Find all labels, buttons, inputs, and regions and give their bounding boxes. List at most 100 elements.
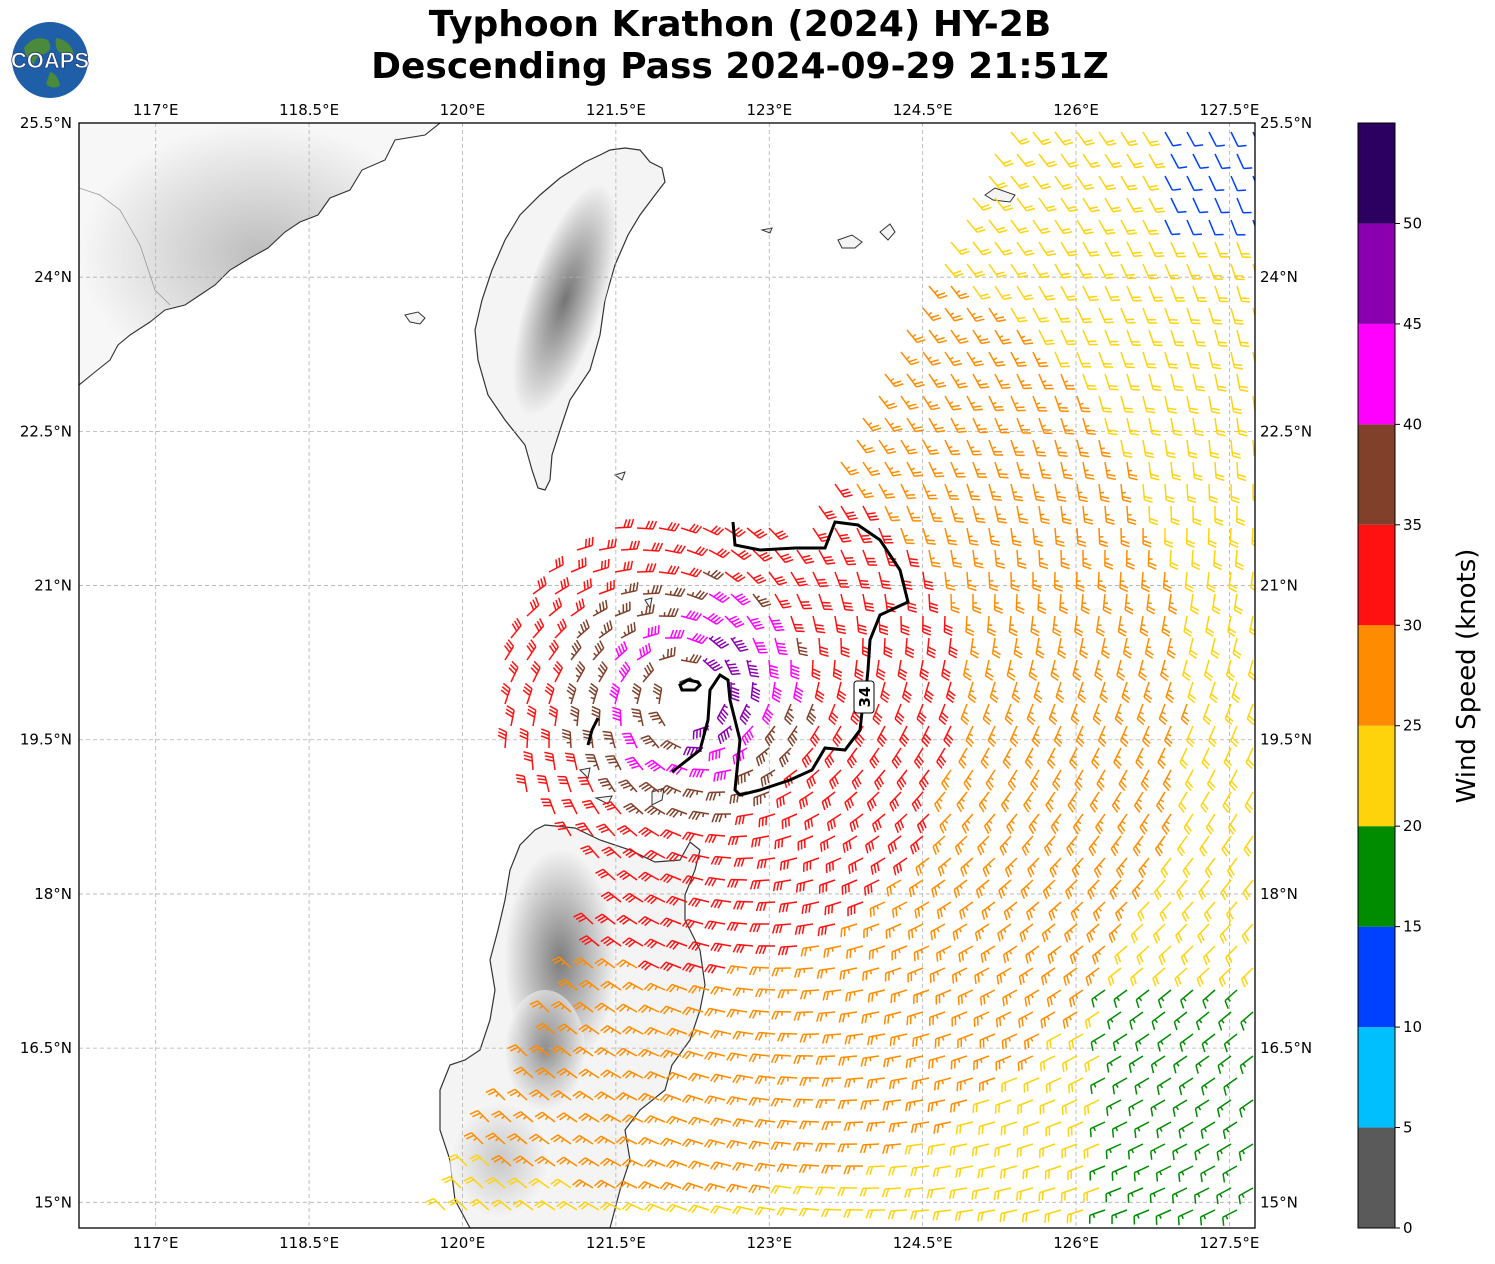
wind-barb <box>506 1133 528 1145</box>
wind-barb <box>803 857 820 872</box>
wind-barb <box>1230 131 1247 148</box>
wind-barb <box>1037 593 1047 615</box>
wind-barb <box>658 565 680 575</box>
wind-barb <box>905 1055 924 1069</box>
wind-barb <box>1105 1187 1122 1203</box>
wind-barb <box>554 618 567 639</box>
wind-barb <box>529 1000 550 1013</box>
wind-barb <box>506 1177 528 1189</box>
wind-barb <box>944 307 963 322</box>
wind-barb <box>550 1178 572 1189</box>
wind-barb <box>1120 439 1133 458</box>
wind-barb <box>1020 879 1034 899</box>
wind-barb <box>665 1027 688 1037</box>
wind-barb <box>867 989 886 1003</box>
wind-barb <box>888 1165 908 1176</box>
wind-barb <box>944 395 962 411</box>
wind-barb <box>1228 571 1238 593</box>
wind-barb <box>1156 1077 1172 1095</box>
wind-barb <box>708 591 730 604</box>
wind-barb <box>1229 527 1239 549</box>
wind-barb <box>1182 857 1194 879</box>
wind-barb <box>790 571 808 587</box>
wind-barb <box>1224 703 1234 726</box>
colorbar-tick-label: 10 <box>1403 1018 1422 1036</box>
wind-barb <box>643 1070 666 1080</box>
wind-barb <box>1129 967 1144 987</box>
wind-barb <box>687 1116 710 1126</box>
wind-barb <box>1076 131 1095 146</box>
wind-barb <box>839 967 858 980</box>
wind-barb <box>614 601 631 617</box>
wind-barb <box>1109 879 1122 900</box>
wind-barb <box>900 439 918 455</box>
wind-barb <box>578 1024 600 1035</box>
wind-barb <box>937 857 952 877</box>
wind-barb <box>1024 989 1040 1007</box>
wind-barb <box>1122 637 1132 659</box>
wind-barb <box>928 461 945 478</box>
wind-barb <box>564 752 578 771</box>
wind-barb <box>1087 879 1100 900</box>
wind-barb <box>950 373 968 389</box>
wind-barb <box>1142 219 1159 236</box>
wind-barb <box>637 1180 660 1190</box>
wind-barb <box>1142 439 1155 459</box>
wind-barb <box>1057 637 1067 659</box>
contour-34kt-line <box>671 520 910 797</box>
wind-barb <box>681 1006 704 1016</box>
wind-barb <box>1091 989 1106 1008</box>
wind-barb <box>621 1114 644 1123</box>
wind-barb <box>1070 703 1080 726</box>
wind-barb <box>1074 769 1084 791</box>
wind-barb <box>1136 703 1146 726</box>
wind-barb <box>503 639 515 661</box>
wind-barb <box>943 725 954 748</box>
wind-barb <box>1148 153 1166 169</box>
wind-barb <box>951 967 968 984</box>
wind-barb <box>972 505 986 524</box>
wind-barb <box>1246 703 1255 726</box>
wind-barb <box>681 962 704 973</box>
wind-barb <box>1184 769 1194 792</box>
wind-barb <box>1206 769 1216 792</box>
wind-barb <box>862 417 882 432</box>
wind-barb <box>1189 593 1200 615</box>
wind-barb <box>1124 593 1134 615</box>
wind-barb <box>1251 527 1255 547</box>
wind-barb <box>702 525 725 536</box>
wind-barb <box>550 1045 572 1057</box>
wind-barb <box>1076 395 1091 413</box>
wind-barb <box>977 1209 996 1222</box>
wind-barb <box>798 1164 820 1174</box>
wind-barb <box>1054 307 1071 324</box>
wind-barb <box>1208 307 1223 325</box>
wind-barb <box>572 1090 594 1101</box>
lon-tick-label-top: 126°E <box>1053 101 1099 119</box>
wind-barb <box>928 505 943 523</box>
wind-barb <box>687 1028 710 1038</box>
wind-barb <box>793 1011 814 1021</box>
wind-barb <box>829 769 842 790</box>
wind-barb <box>548 597 563 617</box>
wind-barb <box>1144 637 1154 659</box>
wind-barb <box>922 307 942 322</box>
wind-barb <box>618 661 631 683</box>
wind-barb <box>681 875 704 886</box>
wind-barb <box>922 439 939 455</box>
wind-barb <box>600 1025 622 1035</box>
wind-barb <box>962 659 972 681</box>
wind-barb <box>1214 241 1230 258</box>
wind-barb <box>556 1200 578 1211</box>
lon-tick-label-bottom: 124.5°E <box>893 1234 953 1252</box>
wind-barb <box>996 967 1012 985</box>
wind-barb <box>890 989 908 1004</box>
lon-tick-label-bottom: 127.5°E <box>1199 1234 1259 1252</box>
wind-barb <box>1006 659 1016 681</box>
wind-barb <box>1252 219 1255 228</box>
wind-barb <box>1061 1143 1078 1159</box>
wind-barb <box>665 895 688 906</box>
wind-barb <box>818 593 833 611</box>
wind-barb <box>526 639 537 661</box>
wind-barb <box>1201 1077 1216 1096</box>
